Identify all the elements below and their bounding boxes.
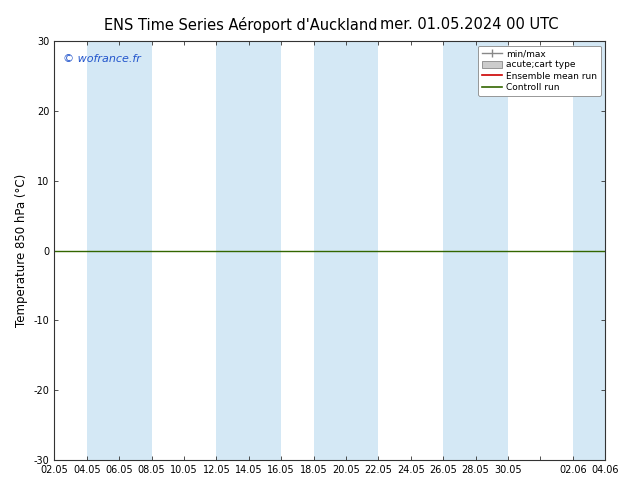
Bar	[216, 41, 281, 460]
Y-axis label: Temperature 850 hPa (°C): Temperature 850 hPa (°C)	[15, 174, 28, 327]
Bar	[87, 41, 152, 460]
Bar	[443, 41, 508, 460]
Text: ENS Time Series Aéroport d'Auckland: ENS Time Series Aéroport d'Auckland	[104, 17, 378, 33]
Text: © wofrance.fr: © wofrance.fr	[63, 53, 141, 64]
Bar	[573, 41, 605, 460]
Bar	[314, 41, 378, 460]
Text: mer. 01.05.2024 00 UTC: mer. 01.05.2024 00 UTC	[380, 17, 559, 32]
Legend: min/max, acute;cart type, Ensemble mean run, Controll run: min/max, acute;cart type, Ensemble mean …	[478, 46, 601, 96]
